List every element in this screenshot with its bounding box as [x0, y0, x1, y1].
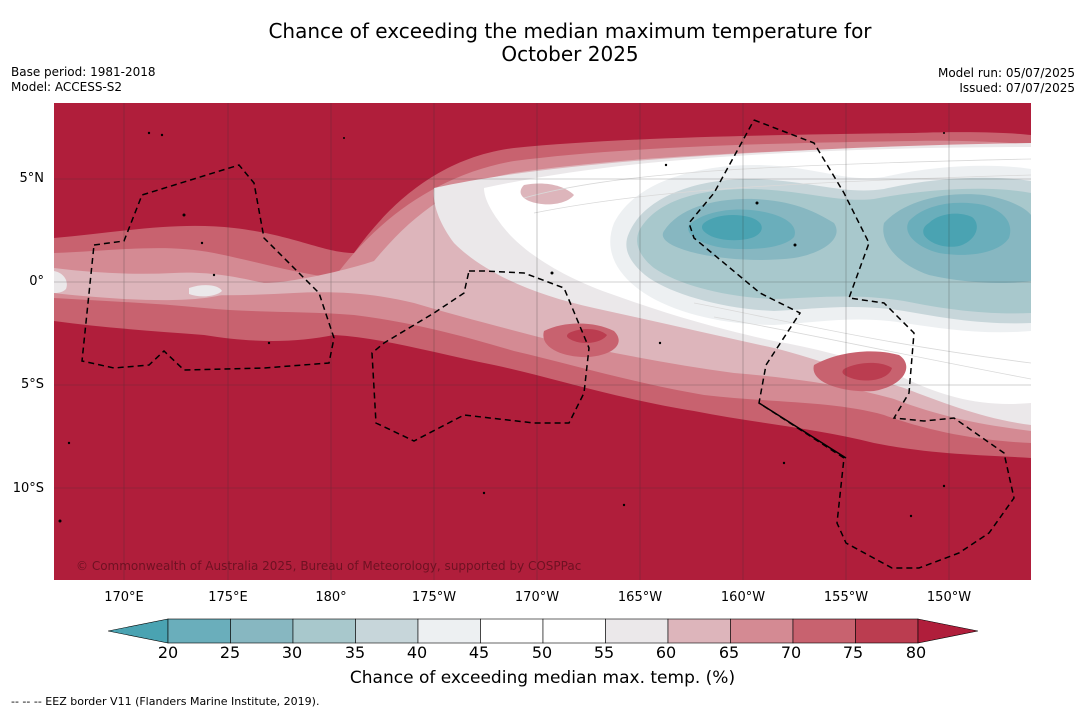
- colorbar-tick-80: 80: [905, 643, 927, 662]
- lon-label-180: 180°: [315, 590, 347, 605]
- colorbar-segment: [167, 618, 231, 644]
- shade-60-inner: [520, 183, 574, 205]
- model-name-text: Model: ACCESS-S2: [11, 80, 123, 94]
- map-title-line1: Chance of exceeding the median maximum t…: [268, 19, 872, 43]
- lon-label-175w: 175°W: [411, 590, 457, 605]
- colorbar-tick-30: 30: [281, 643, 303, 662]
- colorbar-segment: [230, 618, 294, 644]
- colorbar-tick-65: 65: [718, 643, 740, 662]
- colorbar-tick-60: 60: [655, 643, 677, 662]
- colorbar-segment: [292, 618, 356, 644]
- map-title-line2: October 2025: [501, 42, 639, 66]
- graticule: [54, 103, 1031, 580]
- colorbar-segment: [730, 618, 794, 644]
- run-info: Model run: 05/07/2025 Issued: 07/07/2025: [938, 66, 1075, 96]
- lat-label-5n: 5°N: [19, 171, 45, 186]
- eez-footnote: -- -- -- EEZ border V11 (Flanders Marine…: [11, 695, 320, 708]
- lon-label-160w: 160°W: [720, 590, 766, 605]
- lat-label-0: 0°: [29, 274, 44, 289]
- islands: [58, 131, 946, 523]
- colorbar-segment: [605, 618, 669, 644]
- shade-55-west: [54, 271, 222, 297]
- colorbar-tick-25: 25: [219, 643, 241, 662]
- probability-map: [54, 103, 1031, 580]
- colorbar-label: Chance of exceeding median max. temp. (%…: [349, 668, 736, 688]
- colorbar-segment: [792, 618, 856, 644]
- colorbar-segment: [355, 618, 419, 644]
- base-period-text: Base period: 1981-2018: [11, 65, 156, 79]
- colorbar-tick-45: 45: [468, 643, 490, 662]
- lon-label-165w: 165°W: [617, 590, 663, 605]
- colorbar-tick-20: 20: [157, 643, 179, 662]
- lon-label-170e: 170°E: [104, 590, 144, 605]
- colorbar-tick-35: 35: [344, 643, 366, 662]
- colorbar-tick-70: 70: [780, 643, 802, 662]
- colorbar-svg: [107, 618, 979, 644]
- map-canvas: [54, 103, 1031, 580]
- colorbar-segment: [855, 618, 919, 644]
- colorbar-tick-40: 40: [406, 643, 428, 662]
- colorbar-segment: [542, 618, 606, 644]
- eez-phoenix: [371, 270, 590, 442]
- shade-15: [701, 213, 977, 247]
- lat-label-5s: 5°S: [20, 377, 44, 392]
- eez-borders: [81, 119, 1015, 569]
- shade-65-west: [54, 275, 229, 301]
- shade-70-inner: [543, 323, 907, 392]
- issued-date-text: Issued: 07/07/2025: [959, 81, 1075, 95]
- eez-kiribati-gilbert: [81, 164, 335, 371]
- colorbar: [107, 616, 979, 650]
- colorbar-tick-75: 75: [842, 643, 864, 662]
- colorbar-segment: [480, 618, 544, 644]
- colorbar-extend-high: [917, 618, 979, 644]
- colorbar-tick-50: 50: [531, 643, 553, 662]
- map-title: Chance of exceeding the median maximum t…: [0, 20, 1085, 66]
- lon-label-170w: 170°W: [514, 590, 560, 605]
- colorbar-extend-low: [107, 618, 169, 644]
- colorbar-tick-55: 55: [593, 643, 615, 662]
- colorbar-segment: [417, 618, 481, 644]
- copyright-notice: © Commonwealth of Australia 2025, Bureau…: [76, 559, 582, 573]
- model-run-text: Model run: 05/07/2025: [937, 66, 1075, 80]
- lat-label-10s: 10°S: [12, 481, 44, 496]
- lon-label-155w: 155°W: [823, 590, 869, 605]
- lon-label-175e: 175°E: [208, 590, 248, 605]
- eez-line-islands: [688, 119, 1015, 569]
- model-info: Base period: 1981-2018 Model: ACCESS-S2: [11, 65, 156, 95]
- shade-20: [688, 202, 1011, 255]
- lon-label-150w: 150°W: [926, 590, 972, 605]
- eez-solid-segment: [758, 402, 847, 459]
- shade-75-inner: [566, 329, 892, 381]
- colorbar-segment: [667, 618, 731, 644]
